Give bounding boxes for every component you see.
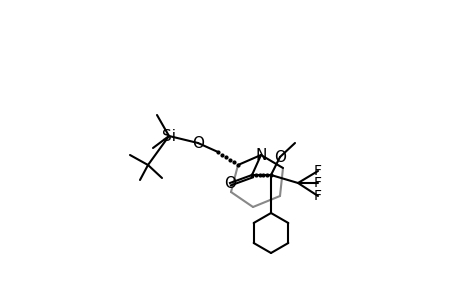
Text: Si: Si: [162, 128, 176, 143]
Text: O: O: [191, 136, 203, 151]
Text: F: F: [313, 176, 321, 190]
Text: F: F: [313, 189, 321, 203]
Text: O: O: [274, 149, 285, 164]
Text: F: F: [313, 164, 321, 178]
Text: N: N: [255, 148, 266, 163]
Text: O: O: [224, 176, 235, 190]
